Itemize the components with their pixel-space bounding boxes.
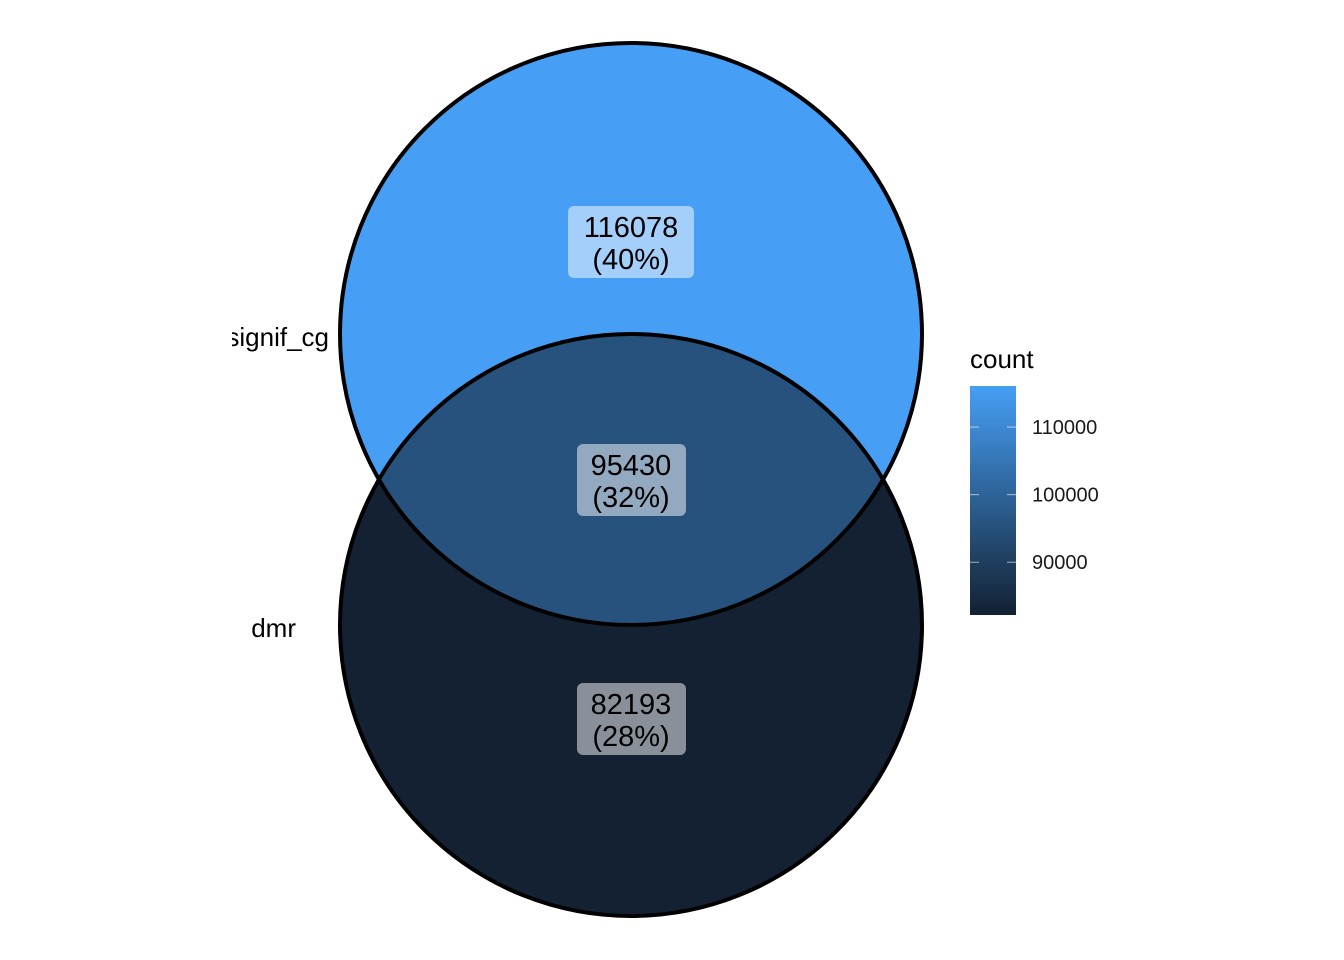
legend: count 90000 100000 110000 — [970, 344, 1099, 615]
percent-label: (40%) — [592, 244, 669, 276]
legend-colorbar — [970, 386, 1016, 615]
region-label-signif-cg-only: 116078 (40%) — [568, 206, 694, 278]
region-intersection — [340, 334, 922, 625]
label-box — [577, 683, 686, 755]
legend-title: count — [970, 344, 1034, 374]
set-outline-signif-cg — [338, 41, 924, 627]
count-label: 116078 — [584, 212, 679, 244]
percent-label: (28%) — [592, 721, 669, 753]
set-label-dmr: dmr — [251, 613, 296, 643]
region-label-intersection: 95430 (32%) — [577, 444, 686, 516]
legend-tick-label: 110000 — [1032, 417, 1097, 439]
count-label: 82193 — [591, 689, 672, 721]
label-box — [577, 444, 686, 516]
legend-tick-label: 90000 — [1032, 552, 1088, 574]
label-box — [568, 206, 694, 278]
region-label-dmr-only: 82193 (28%) — [577, 683, 686, 755]
legend-ticks: 90000 100000 110000 — [970, 417, 1099, 574]
legend-tick-label: 100000 — [1032, 485, 1099, 507]
set-outline-dmr — [338, 332, 924, 918]
percent-label: (32%) — [592, 482, 669, 514]
set-label-signif-cg: signif_cg — [226, 322, 329, 352]
count-label: 95430 — [591, 450, 672, 482]
